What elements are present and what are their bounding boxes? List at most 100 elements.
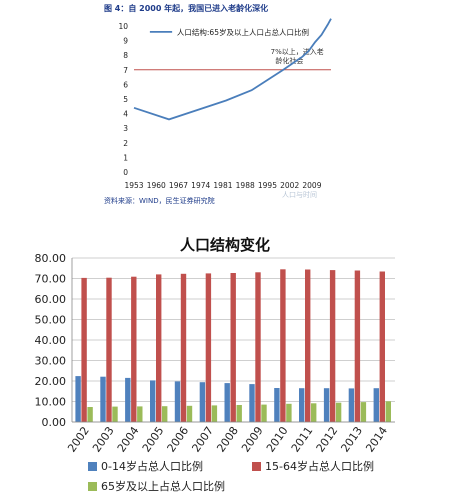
bar-65岁及以上占总人口比例-2006 [186,405,193,422]
bar-series-group [75,269,391,422]
bar-y-tick-label: 50.00 [35,314,67,327]
bar-65岁及以上占总人口比例-2003 [112,406,118,422]
line-x-tick-label: 1953 [124,181,143,190]
bar-x-tick-label: 2007 [189,424,216,454]
bar-0-14岁占总人口比例-2010 [274,388,280,422]
bar-0-14岁占总人口比例-2006 [174,381,181,422]
bar-x-tick-label: 2006 [165,424,192,454]
line-x-tick-label: 1960 [147,181,166,190]
bar-65岁及以上占总人口比例-2011 [311,403,317,422]
line-y-tick-label: 4 [123,110,128,119]
bar-65岁及以上占总人口比例-2009 [261,404,267,422]
line-legend-label: 人口结构:65岁及以上人口占总人口比例 [177,27,309,37]
line-x-axis: 1953 1960 1967 1974 1981 1988 1995 2002 2009 [124,181,321,190]
threshold-label-line2: 龄化社会 [275,56,303,65]
line-chart-panel [103,0,338,212]
line-x-tick-label: 1995 [258,181,277,190]
line-x-tick-label: 1974 [191,181,210,190]
legend-swatch-blue [88,461,97,471]
bar-y-tick-label: 0.00 [42,416,67,429]
line-y-tick-label: 6 [123,80,128,89]
bar-15-64岁占总人口比例-2011 [305,269,311,422]
bar-x-tick-label: 2009 [239,424,266,454]
bar-chart: 0.00 10.00 20.00 30.00 40.00 50.00 60.00 70.00 8… [35,252,395,455]
bar-x-tick-label: 2014 [363,424,390,454]
bar-15-64岁占总人口比例-2009 [255,272,261,422]
legend-item-65plus: 65岁及以上占总人口比例 [88,478,225,494]
figure-caption: 图 4：自 2000 年起，我国已进入老龄化深化 [104,4,269,13]
bar-chart-title: 人口结构变化 [179,236,270,254]
line-y-tick-label: 1 [123,153,128,162]
bar-y-axis: 0.00 10.00 20.00 30.00 40.00 50.00 60.00 70.00 8… [35,252,73,429]
line-y-tick-label: 0 [123,168,128,177]
bar-x-tick-label: 2012 [314,424,341,454]
legend-item-15-64: 15-64岁占总人口比例 [252,458,374,474]
bar-x-axis: 2002200320042005200620072008200920102011… [65,421,395,455]
line-y-tick-label: 10 [118,22,128,31]
bar-15-64岁占总人口比例-2004 [131,276,137,422]
bar-0-14岁占总人口比例-2013 [348,388,355,422]
watermark: 人口与时间 [282,191,317,199]
bar-x-tick-label: 2013 [338,424,365,454]
bar-15-64岁占总人口比例-2005 [156,274,162,422]
bar-x-tick-label: 2005 [140,424,167,454]
bar-x-tick-label: 2003 [90,424,117,454]
bar-15-64岁占总人口比例-2006 [180,273,187,422]
bar-65岁及以上占总人口比例-2010 [286,403,292,422]
bar-0-14岁占总人口比例-2012 [323,388,330,422]
series-line-65plus [133,18,332,121]
bar-x-tick-label: 2008 [214,424,241,454]
bar-x-tick-label: 2002 [65,424,92,454]
bar-15-64岁占总人口比例-2013 [354,270,361,422]
line-y-tick-label: 5 [123,95,128,104]
bar-0-14岁占总人口比例-2004 [125,377,131,422]
source-note: 资料来源：WIND，民生证券研究院 [104,197,215,205]
legend-label-0-14: 0-14岁占总人口比例 [101,460,203,473]
bar-0-14岁占总人口比例-2003 [100,376,106,422]
bar-x-tick-label: 2010 [264,424,291,454]
legend-label-65plus: 65岁及以上占总人口比例 [101,480,225,493]
bar-0-14岁占总人口比例-2008 [224,383,230,422]
line-y-tick-label: 7 [123,66,128,75]
line-x-tick-label: 1981 [213,181,232,190]
bar-0-14岁占总人口比例-2005 [150,380,156,422]
bar-65岁及以上占总人口比例-2012 [335,402,342,422]
bar-15-64岁占总人口比例-2008 [230,273,236,422]
line-x-tick-label: 1967 [169,181,188,190]
bar-65岁及以上占总人口比例-2014 [385,401,391,422]
bar-y-tick-label: 70.00 [35,273,67,286]
line-x-tick-label: 1988 [236,181,255,190]
line-y-tick-label: 8 [123,51,128,60]
bar-0-14岁占总人口比例-2014 [373,388,379,422]
bar-65岁及以上占总人口比例-2004 [137,406,143,422]
legend-swatch-green [88,481,97,491]
bar-0-14岁占总人口比例-2009 [249,384,255,422]
bar-65岁及以上占总人口比例-2013 [360,402,367,422]
bar-y-tick-label: 20.00 [35,375,67,388]
bar-15-64岁占总人口比例-2012 [329,270,336,422]
bar-y-tick-label: 30.00 [35,355,67,368]
bar-15-64岁占总人口比例-2010 [280,269,286,422]
bar-y-tick-label: 40.00 [35,334,67,347]
legend-label-15-64: 15-64岁占总人口比例 [265,460,374,473]
bar-65岁及以上占总人口比例-2007 [211,405,218,422]
bar-15-64岁占总人口比例-2003 [106,277,112,422]
line-y-tick-label: 3 [123,124,128,133]
bar-y-tick-label: 60.00 [35,293,67,306]
bar-0-14岁占总人口比例-2011 [299,388,305,422]
line-chart: 0 1 2 3 4 5 6 7 8 9 10 1953 1960 1967 1974 1981 1988 199… [118,18,332,190]
line-y-tick-label: 2 [123,139,128,148]
bar-y-tick-label: 10.00 [35,396,67,409]
bar-15-64岁占总人口比例-2007 [205,273,212,422]
bar-65岁及以上占总人口比例-2008 [236,405,242,422]
bar-x-tick-label: 2004 [115,424,142,454]
legend-swatch-red [252,461,261,471]
bar-65岁及以上占总人口比例-2002 [87,407,93,422]
bar-15-64岁占总人口比例-2002 [81,277,87,422]
threshold-label-line1: 7%以上，进入老 [271,47,324,56]
bar-15-64岁占总人口比例-2014 [379,271,385,422]
line-y-tick-label: 9 [123,37,128,46]
bar-y-tick-label: 80.00 [35,252,67,265]
bar-0-14岁占总人口比例-2002 [75,376,81,422]
bar-0-14岁占总人口比例-2007 [199,382,206,422]
